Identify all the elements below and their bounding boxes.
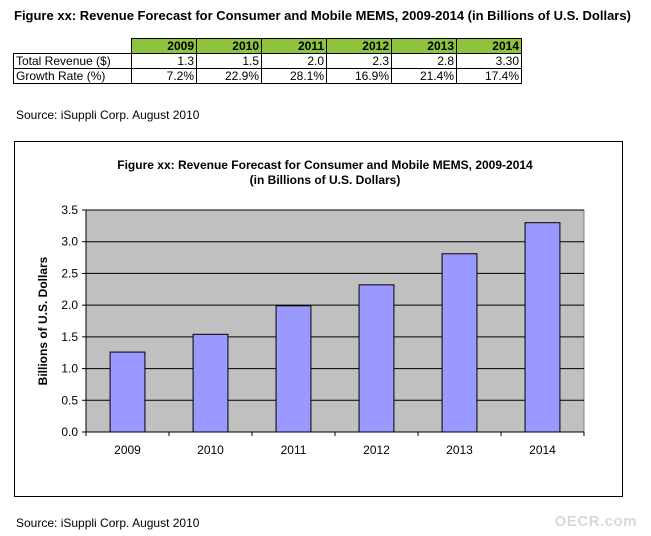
y-tick-label: 2.0 [61,298,78,312]
year-header: 2010 [196,38,262,54]
source-note-top: Source: iSuppli Corp. August 2010 [16,108,200,122]
watermark-logo: OECR.com [554,513,637,530]
bar [441,253,478,433]
x-tick-label: 2014 [529,443,556,457]
plot-area [85,209,585,433]
source-note-bottom: Source: iSuppli Corp. August 2010 [16,516,200,530]
table-cell: 17.4% [456,68,522,84]
table-cell: 22.9% [196,68,262,84]
x-tick-label: 2010 [197,443,224,457]
table-row: Total Revenue ($) 1.3 1.5 2.0 2.3 2.8 3.… [13,53,522,69]
year-header: 2013 [391,38,457,54]
y-tick-label: 1.5 [61,330,78,344]
year-header: 2014 [456,38,522,54]
table-cell: 16.9% [326,68,392,84]
chart-subtitle: (in Billions of U.S. Dollars) [250,173,401,187]
chart-frame: Figure xx: Revenue Forecast for Consumer… [14,141,623,497]
table-row: Growth Rate (%) 7.2% 22.9% 28.1% 16.9% 2… [13,68,522,84]
table-cell: 1.5 [196,53,262,69]
bar-chart: Figure xx: Revenue Forecast for Consumer… [36,158,585,457]
bar [192,333,229,433]
table-cell: 1.3 [131,53,197,69]
table-corner-cell [14,39,132,54]
y-tick-label: 0.0 [61,425,78,439]
y-tick-label: 0.5 [61,393,78,407]
row-label-total-revenue: Total Revenue ($) [13,53,132,69]
figure-heading: Figure xx: Revenue Forecast for Consumer… [14,8,631,23]
x-tick-label: 2009 [114,443,141,457]
table-cell: 21.4% [391,68,457,84]
bar [358,284,395,433]
bar [275,305,312,433]
year-header: 2012 [326,38,392,54]
y-axis-label: Billions of U.S. Dollars [36,256,50,385]
year-header: 2011 [261,38,327,54]
revenue-table: 2009 2010 2011 2012 2013 2014 Total Reve… [13,38,522,84]
table-cell: 2.8 [391,53,457,69]
table-cell: 7.2% [131,68,197,84]
row-label-growth-rate: Growth Rate (%) [13,68,132,84]
table-cell: 3.30 [456,53,522,69]
year-header: 2009 [131,38,197,54]
table-cell: 2.0 [261,53,327,69]
table-cell: 28.1% [261,68,327,84]
y-tick-label: 2.5 [61,266,78,280]
table-cell: 2.3 [326,53,392,69]
bar [524,222,561,433]
bar [109,351,146,433]
chart-title: Figure xx: Revenue Forecast for Consumer… [117,158,533,172]
table-header-row: 2009 2010 2011 2012 2013 2014 [14,38,522,54]
x-tick-label: 2012 [363,443,390,457]
x-tick-label: 2011 [281,443,307,457]
y-tick-label: 3.5 [61,203,78,217]
x-tick-label: 2013 [446,443,473,457]
y-tick-label: 3.0 [61,235,78,249]
y-tick-label: 1.0 [61,362,78,376]
